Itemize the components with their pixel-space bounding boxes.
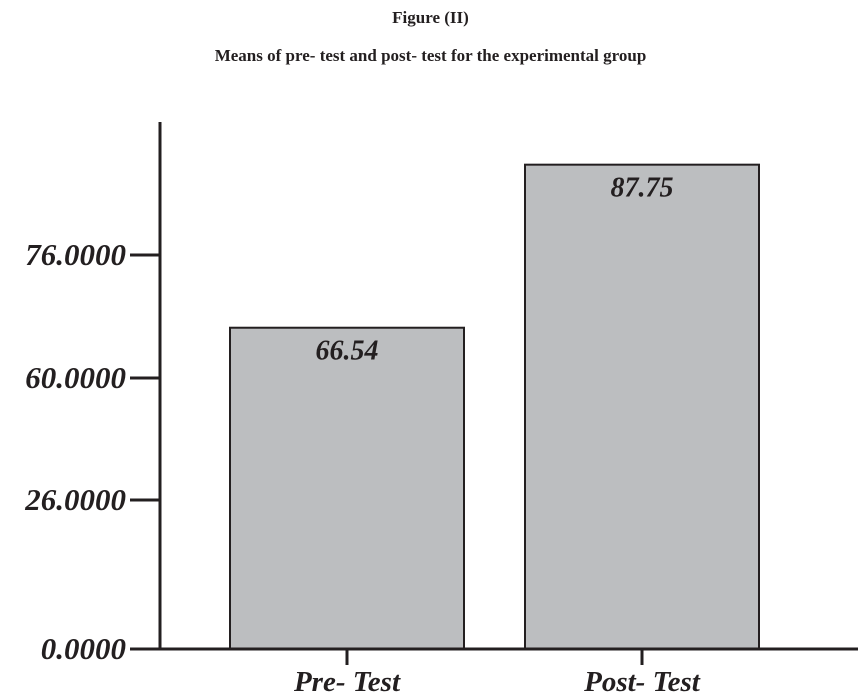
bar <box>229 326 465 650</box>
x-axis-ticks: Pre- Test Post- Test <box>293 649 701 694</box>
x-tick-label: Pre- Test <box>293 666 401 694</box>
bar-value-label: 66.54 <box>316 336 379 367</box>
y-axis-ticks: 0.0000 26.0000 60.0000 76.0000 <box>24 237 160 666</box>
bars: 66.54 87.75 <box>229 163 760 650</box>
bar <box>524 163 760 650</box>
figure-label: Figure (II) <box>392 8 469 27</box>
x-tick-label: Post- Test <box>583 666 701 694</box>
y-tick-label: 26.0000 <box>24 482 126 517</box>
y-tick-label: 60.0000 <box>25 360 126 395</box>
chart-title: Means of pre- test and post- test for th… <box>214 46 647 65</box>
bar-value-label: 87.75 <box>611 173 674 204</box>
y-tick-label: 0.0000 <box>41 631 126 666</box>
y-tick-label: 76.0000 <box>25 237 126 272</box>
